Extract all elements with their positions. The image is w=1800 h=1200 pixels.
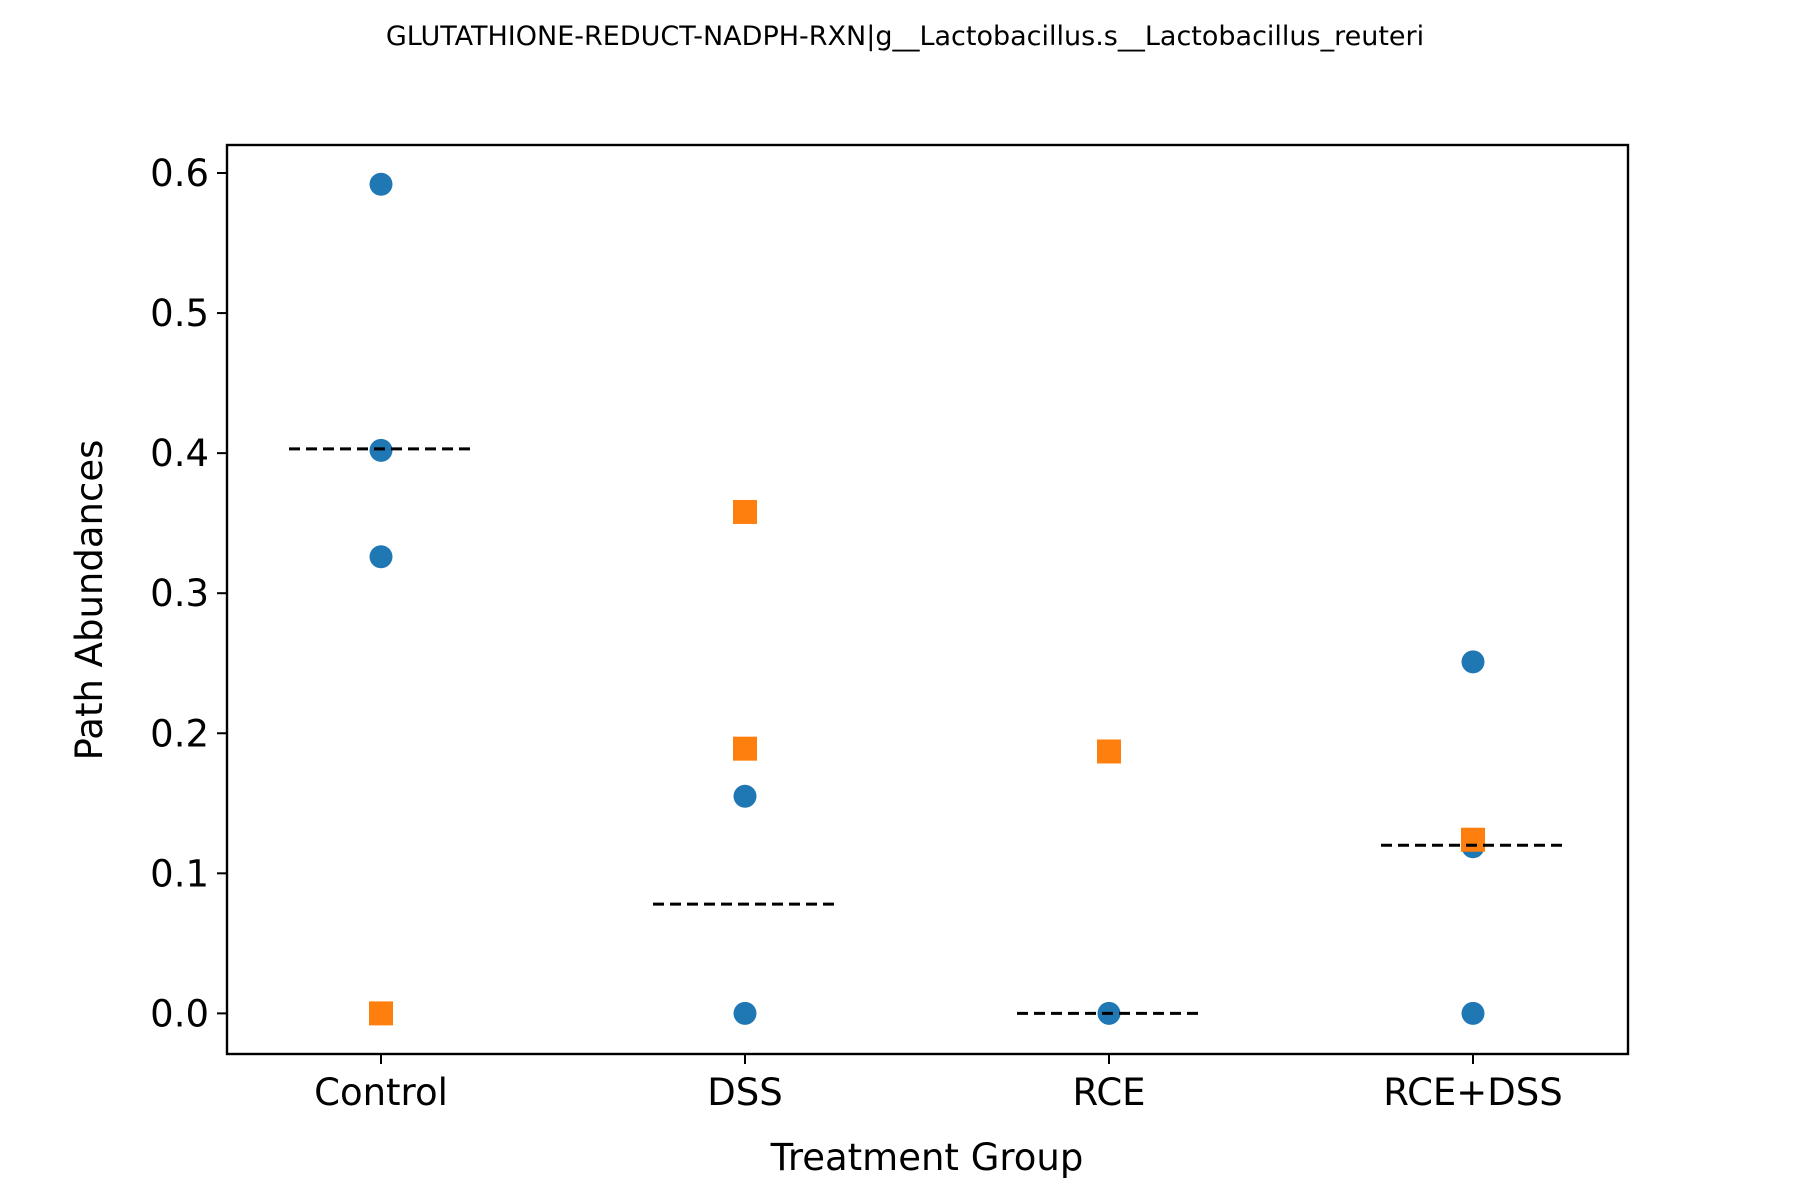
data-point-circle	[733, 1001, 757, 1025]
data-point-square	[1097, 739, 1121, 764]
x-tick-label: Control	[314, 1071, 448, 1114]
marks-layer	[289, 172, 1565, 1026]
data-point-circle	[733, 784, 757, 808]
y-tick-label: 0.1	[150, 852, 209, 895]
x-axis: Control DSS RCE RCE+DSS	[314, 1054, 1563, 1114]
plot-frame	[225, 143, 1630, 1056]
y-tick-label: 0.3	[150, 572, 209, 615]
y-axis: 0.0 0.1 0.2 0.3 0.4 0.5 0.6	[150, 152, 227, 1035]
data-point-circle	[1461, 650, 1485, 674]
data-point-circle	[1461, 1001, 1485, 1025]
y-tick-label: 0.5	[150, 292, 209, 335]
data-point-square	[733, 736, 757, 761]
y-tick-label: 0.6	[150, 152, 209, 195]
x-axis-label: Treatment Group	[770, 1136, 1084, 1179]
data-point-circle	[369, 545, 393, 569]
data-point-square	[369, 1001, 393, 1026]
y-axis-label: Path Abundances	[68, 440, 111, 761]
data-point-square	[733, 499, 757, 524]
data-point-circle	[369, 172, 393, 196]
chart-title: GLUTATHIONE-REDUCT-NADPH-RXN|g__Lactobac…	[386, 21, 1424, 52]
x-tick-label: RCE+DSS	[1383, 1071, 1563, 1114]
data-point-square	[1461, 827, 1485, 852]
y-tick-label: 0.4	[150, 432, 209, 475]
y-tick-label: 0.0	[150, 992, 209, 1035]
x-tick-label: RCE	[1072, 1071, 1145, 1114]
x-tick-label: DSS	[707, 1071, 782, 1114]
y-tick-label: 0.2	[150, 712, 209, 755]
